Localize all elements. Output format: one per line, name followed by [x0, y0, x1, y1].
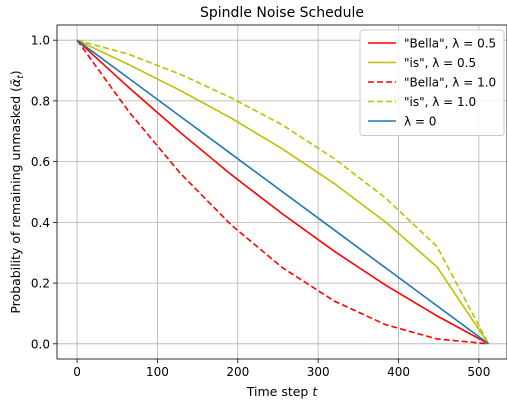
y-tick-label: 1.0: [31, 34, 50, 48]
y-axis-label: Probability of remaining unmasked (ᾱt): [8, 70, 26, 313]
series-line-1: [76, 39, 489, 345]
y-tick-label: 0.6: [31, 155, 50, 169]
y-tick-label: 0.2: [31, 277, 50, 291]
x-tick-label: 200: [226, 365, 249, 379]
legend-label: "Bella", λ = 0.5: [404, 37, 496, 51]
series-line-2: [76, 39, 490, 345]
chart-title: Spindle Noise Schedule: [200, 5, 364, 21]
legend-label: "is", λ = 1.0: [404, 95, 476, 109]
x-tick-label: 400: [387, 365, 410, 379]
legend-label: λ = 0: [404, 115, 436, 129]
series-line-5: [76, 39, 489, 345]
y-axis-label-var: ᾱ: [8, 78, 23, 87]
x-tick-label: 0: [73, 365, 81, 379]
y-tick-label: 0.0: [31, 337, 50, 351]
y-tick-label: 0.8: [31, 94, 50, 108]
series-line-4: [76, 39, 490, 345]
legend: "Bella", λ = 0.5 "is", λ = 0.5 "Bella", λ …: [359, 29, 505, 136]
x-axis-label-var: t: [312, 384, 318, 399]
y-tick-label: 0.4: [31, 216, 50, 230]
plot-frame: [56, 24, 507, 360]
ticks: 0 100 200 300 400 500 0.0 0.2 0.4 0.6 0.8 1.0: [31, 34, 490, 379]
x-axis-label: Time step t: [246, 384, 319, 399]
y-axis-label-sub: t: [16, 75, 26, 79]
series-line-3: [76, 39, 489, 345]
legend-label: "is", λ = 0.5: [404, 56, 476, 70]
series-lines: [76, 39, 490, 345]
x-tick-label: 300: [307, 365, 330, 379]
x-tick-label: 500: [467, 365, 490, 379]
legend-box: [359, 29, 505, 136]
legend-label: "Bella", λ = 1.0: [404, 76, 496, 90]
y-axis-label-close: ): [8, 70, 23, 75]
x-tick-label: 100: [146, 365, 169, 379]
